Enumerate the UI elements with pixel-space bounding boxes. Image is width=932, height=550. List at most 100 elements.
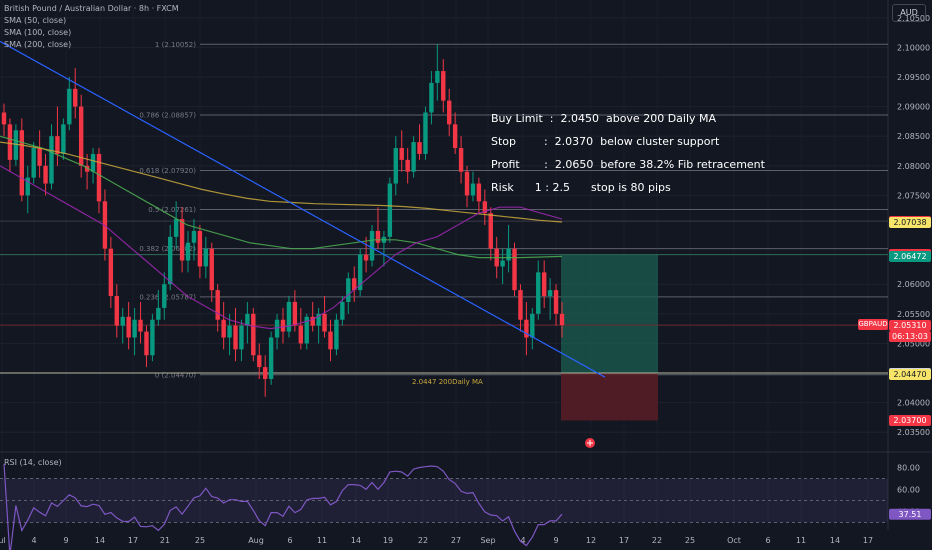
- candle-body: [84, 165, 90, 172]
- x-tick-label: 17: [863, 536, 873, 545]
- candle-body: [340, 301, 345, 320]
- y-tick-label: 2.03500: [897, 428, 930, 437]
- annotation-stop: Stop : 2.0370 below cluster support: [491, 135, 720, 148]
- symbol-tag: GBPAUD: [858, 319, 888, 330]
- candle-body: [25, 177, 30, 196]
- candle-body: [476, 183, 482, 202]
- x-tick-label: 21: [160, 536, 170, 545]
- indicator-sma200[interactable]: SMA (200, close): [4, 40, 72, 49]
- candle-body: [447, 100, 452, 125]
- candle-body: [286, 301, 292, 332]
- candle-body: [411, 142, 416, 172]
- candle-body: [49, 136, 54, 184]
- candle-body: [387, 183, 393, 237]
- candle-body: [215, 290, 220, 320]
- candle-body: [464, 171, 470, 196]
- rsi-current-label: 37.51: [899, 510, 922, 519]
- price-label: 2.04470: [889, 369, 931, 381]
- fib-label: 0.236 (2.05787): [139, 293, 196, 301]
- candle-body: [203, 248, 209, 267]
- x-tick-label: 6: [287, 536, 292, 545]
- x-tick-label: 4: [520, 536, 525, 545]
- x-tick-label: 9: [553, 536, 558, 545]
- candle-body: [61, 124, 66, 154]
- candle-body: [67, 88, 72, 125]
- x-tick-label: 4: [31, 536, 36, 545]
- chart-title: British Pound / Australian Dollar · 8h ·…: [4, 4, 179, 13]
- y-tick-label: 2.05000: [897, 339, 930, 348]
- x-tick-label: 27: [451, 536, 461, 545]
- candle-body: [108, 248, 114, 297]
- candle-body: [43, 165, 48, 184]
- rsi-tick-label: 80.00: [897, 464, 920, 473]
- candle-body: [536, 272, 541, 314]
- x-tick-label: 14: [95, 536, 105, 545]
- chart-legend: British Pound / Australian Dollar · 8h ·…: [4, 3, 179, 51]
- y-tick-label: 2.05500: [897, 310, 930, 319]
- x-tick-label: 11: [796, 536, 806, 545]
- candle-body: [280, 319, 286, 332]
- candle-body: [179, 219, 185, 261]
- x-tick-label: 9: [63, 536, 68, 545]
- price-label: 2.05310: [889, 319, 931, 331]
- candle-body: [144, 331, 149, 356]
- candle-body: [209, 248, 214, 291]
- y-tick-label: 2.09500: [897, 73, 930, 82]
- fib-label: 0 (2.04470): [155, 371, 196, 379]
- candle-body: [227, 325, 232, 338]
- x-tick-label: Sep: [480, 536, 495, 545]
- fib-label: 0.382 (2.06602): [139, 245, 196, 253]
- candle-body: [452, 124, 458, 149]
- candle-body: [251, 313, 256, 356]
- candle-body: [197, 230, 203, 267]
- candle-body: [458, 148, 464, 172]
- fib-label: 0.5 (2.07261): [148, 206, 196, 214]
- candle-body: [512, 248, 517, 291]
- candle-body: [221, 319, 226, 338]
- y-tick-label: 2.10000: [897, 43, 930, 52]
- rsi-line: [3, 463, 563, 550]
- rsi-legend[interactable]: RSI (14, close): [4, 458, 62, 467]
- candle-body: [346, 278, 351, 302]
- candle-body: [138, 319, 143, 332]
- y-tick-label: 2.08500: [897, 132, 930, 141]
- x-tick-label: Oct: [727, 536, 741, 545]
- candle-body: [292, 301, 298, 326]
- fib-label: 1 (2.10052): [155, 41, 196, 49]
- candle-body: [304, 316, 309, 344]
- indicator-sma100[interactable]: SMA (100, close): [4, 28, 72, 37]
- candle-body: [150, 319, 155, 356]
- x-tick-label: 25: [195, 536, 205, 545]
- candle-body: [322, 313, 327, 332]
- currency-button[interactable]: AUD: [892, 4, 926, 22]
- sma100-line: [0, 135, 563, 259]
- y-tick-label: 2.08000: [897, 162, 930, 171]
- y-tick-label: 2.06000: [897, 280, 930, 289]
- x-tick-label: 11: [317, 536, 327, 545]
- y-tick-label: 2.10500: [897, 14, 930, 23]
- candle-body: [405, 159, 410, 172]
- candle-body: [518, 290, 523, 320]
- candle-body: [541, 272, 547, 297]
- annotation-buy-limit: Buy Limit : 2.0450 above 200 Daily MA: [491, 112, 717, 125]
- x-tick-label: Aug: [248, 536, 264, 545]
- price-label: 2.07038: [889, 217, 931, 229]
- candle-body: [114, 296, 119, 326]
- candle-body: [488, 213, 493, 249]
- candle-body: [363, 254, 369, 261]
- candle-body: [37, 148, 42, 166]
- candle-body: [7, 124, 13, 160]
- candle-body: [90, 153, 96, 172]
- x-tick-label: 22: [652, 536, 662, 545]
- x-tick-label: ul: [0, 536, 6, 545]
- candle-body: [553, 290, 559, 314]
- sma200-line: [0, 141, 563, 223]
- candle-body: [239, 325, 244, 350]
- candle-body: [417, 142, 422, 154]
- candle-body: [506, 248, 511, 261]
- candle-body: [120, 316, 125, 326]
- rsi-current-badge: [889, 508, 931, 520]
- annotation-risk: Risk 1 : 2.5 stop is 80 pips: [491, 181, 671, 194]
- indicator-sma50[interactable]: SMA (50, close): [4, 16, 67, 25]
